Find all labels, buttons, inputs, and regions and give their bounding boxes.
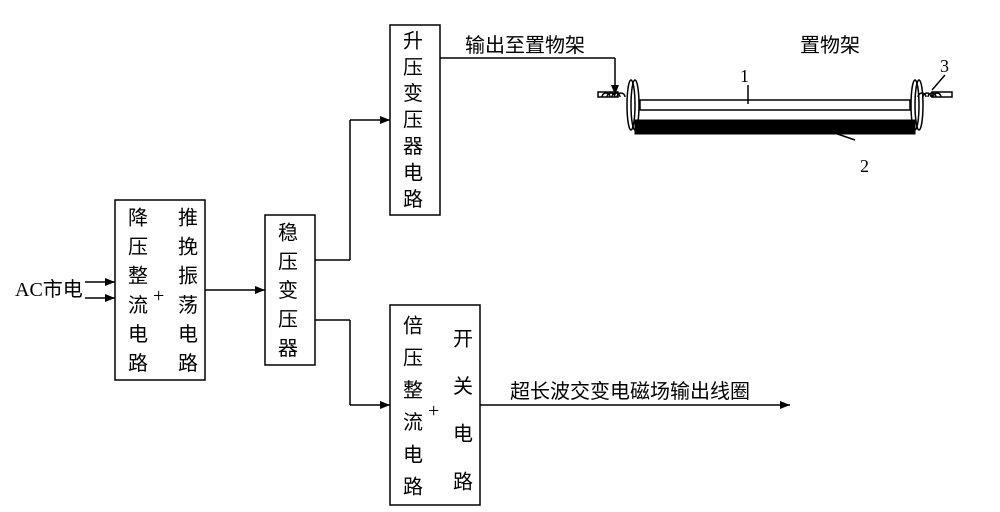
svg-text:超长波交变电磁场输出线圈: 超长波交变电磁场输出线圈: [510, 380, 750, 403]
svg-text:+: +: [428, 400, 439, 422]
svg-text:变: 变: [278, 279, 298, 302]
svg-text:路: 路: [453, 470, 473, 493]
svg-text:压: 压: [403, 57, 423, 79]
svg-text:压: 压: [278, 251, 298, 273]
svg-text:压: 压: [403, 110, 423, 132]
svg-text:1: 1: [740, 66, 749, 86]
svg-text:路: 路: [178, 352, 198, 375]
svg-text:整: 整: [403, 379, 423, 402]
svg-text:开: 开: [453, 328, 473, 350]
svg-text:降: 降: [128, 207, 148, 230]
svg-text:荡: 荡: [178, 294, 198, 317]
circuit-diagram: 降压整流电路推挽振荡电路+稳压变压器升压变压器电路倍压整流电路开关电路+AC市电…: [0, 0, 1000, 512]
svg-text:路: 路: [128, 352, 148, 375]
svg-text:流: 流: [403, 411, 423, 434]
svg-text:路: 路: [403, 476, 423, 499]
svg-text:+: +: [153, 285, 164, 307]
svg-text:输出至置物架: 输出至置物架: [465, 34, 585, 57]
svg-text:电: 电: [403, 161, 423, 184]
svg-text:3: 3: [940, 56, 949, 76]
svg-text:电: 电: [403, 443, 423, 466]
svg-text:升: 升: [403, 29, 423, 52]
svg-text:2: 2: [860, 156, 869, 176]
svg-text:流: 流: [128, 294, 148, 317]
svg-text:器: 器: [403, 136, 423, 158]
svg-text:挽: 挽: [178, 236, 198, 259]
svg-text:电: 电: [453, 423, 473, 446]
svg-text:关: 关: [453, 375, 473, 398]
svg-text:器: 器: [278, 338, 298, 360]
svg-text:整: 整: [128, 265, 148, 288]
svg-text:振: 振: [178, 265, 198, 288]
svg-text:倍: 倍: [403, 314, 423, 337]
svg-text:电: 电: [178, 323, 198, 346]
svg-text:稳: 稳: [278, 222, 298, 245]
svg-text:置物架: 置物架: [800, 34, 860, 57]
svg-text:推: 推: [178, 207, 198, 230]
svg-text:压: 压: [128, 237, 148, 259]
svg-text:电: 电: [128, 323, 148, 346]
svg-text:路: 路: [403, 188, 423, 211]
svg-text:变: 变: [403, 82, 423, 105]
svg-text:AC市电: AC市电: [15, 278, 83, 301]
svg-text:压: 压: [403, 348, 423, 370]
svg-text:压: 压: [278, 309, 298, 331]
